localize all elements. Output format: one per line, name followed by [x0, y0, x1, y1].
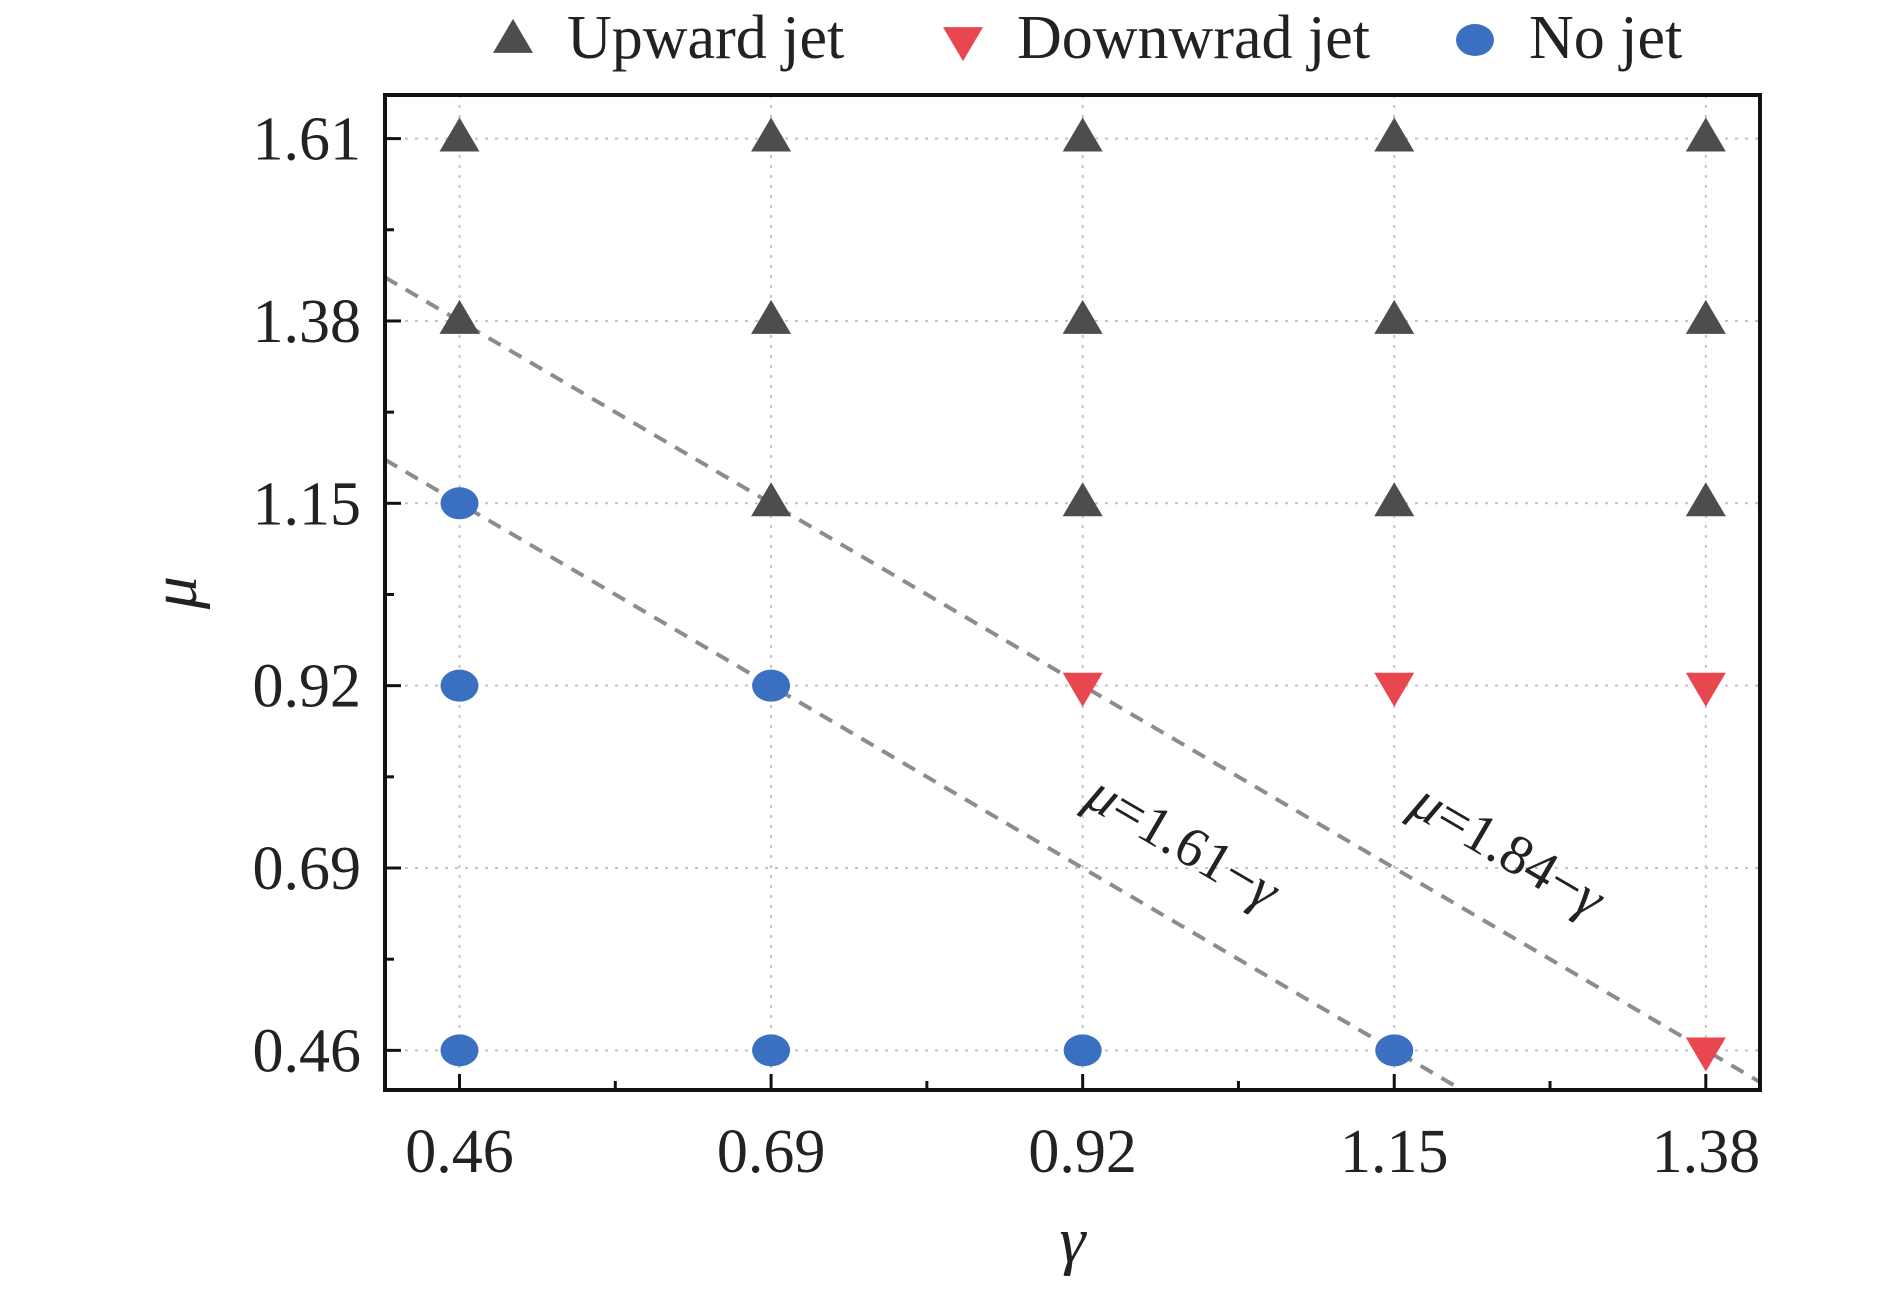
no-jet-point [1375, 1034, 1414, 1067]
downward-jet-point [1374, 672, 1415, 707]
x-tick-label: 1.15 [1340, 1118, 1449, 1186]
legend-downward-jet: Downwrad jet [943, 4, 1370, 72]
legend-marker [943, 27, 983, 62]
y-tick-label: 1.61 [253, 106, 362, 174]
tick-labels: 0.46 0.69 0.92 1.15 1.38 0.46 0.69 0.92 1.15 1.38… [253, 106, 1761, 1186]
upward-jet-point [751, 117, 792, 152]
downward-jet-point [1685, 672, 1726, 707]
x-tick-label: 0.92 [1028, 1118, 1137, 1186]
upward-jet-point [439, 299, 480, 334]
legend-no-jet: No jet [1456, 4, 1682, 72]
x-tick-label: 1.38 [1652, 1118, 1761, 1186]
data-points [439, 117, 1726, 1072]
upward-jet-point [1685, 117, 1726, 152]
upward-jet-point [751, 482, 792, 517]
x-axis-title: γ [1059, 1204, 1087, 1277]
legend-marker [1456, 24, 1494, 56]
upward-jet-point [439, 117, 480, 152]
grid-layer [385, 95, 1760, 1090]
upward-jet-point [1374, 299, 1415, 334]
upward-jet-point [751, 299, 792, 334]
upward-jet-point [1374, 117, 1415, 152]
no-jet-point [752, 669, 791, 702]
x-tick-label: 0.46 [405, 1118, 514, 1186]
axis-ticks [385, 137, 1708, 1090]
reference-line-label-expr: =1.61− [1100, 776, 1270, 911]
reference-line [383, 457, 1463, 1092]
legend-marker [493, 18, 533, 53]
y-axis-title: μ [138, 576, 211, 610]
upward-jet-point [1062, 482, 1103, 517]
reference-line-label: μ=1.61−γ [1075, 762, 1291, 924]
legend-upward-jet: Upward jet [493, 4, 844, 72]
y-tick-label: 1.38 [253, 288, 362, 356]
upward-jet-point [1062, 299, 1103, 334]
downward-jet-point [1685, 1037, 1726, 1072]
y-tick-label: 0.69 [253, 835, 362, 903]
y-tick-label: 0.92 [253, 653, 362, 721]
downward-jet-point [1062, 672, 1103, 707]
plot-frame [383, 93, 1762, 1092]
legend: Upward jet Downwrad jet No jet [493, 4, 1682, 72]
upward-jet-point [1685, 299, 1726, 334]
upward-jet-point [1062, 117, 1103, 152]
legend-label: Upward jet [567, 4, 844, 72]
y-tick-label: 1.15 [253, 470, 362, 538]
reference-line-label: μ=1.84−γ [1400, 770, 1616, 932]
legend-label: No jet [1529, 4, 1682, 72]
no-jet-point [752, 1034, 791, 1067]
no-jet-point [1063, 1034, 1102, 1067]
x-tick-label: 0.69 [717, 1118, 826, 1186]
legend-label: Downwrad jet [1017, 4, 1370, 72]
upward-jet-point [1374, 482, 1415, 517]
no-jet-point [440, 1034, 479, 1067]
no-jet-point [440, 669, 479, 702]
no-jet-point [440, 487, 479, 520]
y-tick-label: 0.46 [253, 1017, 362, 1085]
upward-jet-point [1685, 482, 1726, 517]
